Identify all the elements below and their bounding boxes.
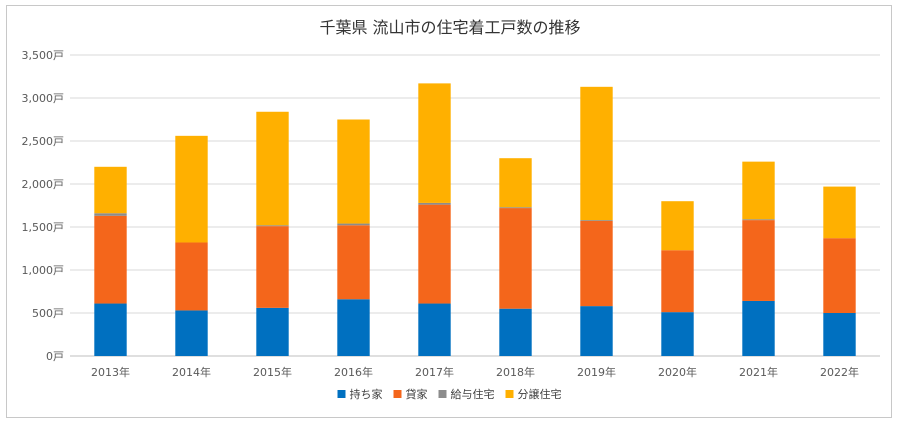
x-tick-label: 2020年 (658, 365, 697, 379)
bars (94, 83, 856, 356)
y-axis-ticks: 0戸 500戸 1,000戸 1,500戸 2,000戸 2,500戸 3,000戸 3,50… (22, 49, 65, 363)
bar-segment (175, 242, 208, 311)
legend-label: 持ち家 (350, 387, 383, 401)
y-tick-label: 2,500戸 (22, 135, 65, 148)
bar-segment (175, 135, 208, 243)
x-tick-label: 2019年 (577, 365, 616, 379)
bar-segment (337, 225, 370, 300)
legend-label: 給与住宅 (451, 387, 495, 401)
y-tick-label: 500戸 (32, 307, 64, 320)
y-tick-label: 1,000戸 (22, 264, 65, 277)
y-tick-label: 3,000戸 (22, 92, 65, 105)
bar-segment (661, 201, 694, 251)
legend-label: 分譲住宅 (518, 387, 562, 401)
legend-label: 貸家 (406, 387, 428, 401)
bar-segment (337, 223, 370, 226)
bar-segment (256, 111, 289, 226)
x-tick-label: 2016年 (334, 365, 373, 379)
bar-segment (742, 220, 775, 301)
bar-segment (823, 186, 856, 239)
legend-swatch (337, 390, 346, 398)
x-tick-label: 2017年 (415, 365, 454, 379)
x-tick-label: 2018年 (496, 365, 535, 379)
bar-segment (661, 312, 694, 356)
chart-title: 千葉県 流山市の住宅着工戸数の推移 (319, 18, 580, 37)
bar-segment (418, 83, 451, 203)
legend-swatch (438, 390, 447, 398)
legend-swatch (505, 390, 514, 398)
bar-segment (94, 303, 127, 356)
bar-segment (742, 161, 775, 220)
bar-segment (418, 204, 451, 304)
x-tick-label: 2014年 (172, 365, 211, 379)
bar-segment (256, 226, 289, 308)
x-tick-label: 2013年 (91, 365, 130, 379)
bar-segment (94, 166, 127, 214)
bar-segment (94, 213, 127, 216)
legend: 持ち家 貸家 給与住宅 分譲住宅 (337, 387, 562, 401)
y-tick-label: 0戸 (46, 350, 64, 363)
bar-segment (256, 307, 289, 356)
bar-segment (175, 310, 208, 356)
bar-segment (742, 219, 775, 221)
y-tick-label: 2,000戸 (22, 178, 65, 191)
bar-segment (742, 300, 775, 356)
bar-segment (823, 238, 856, 313)
bar-segment (661, 250, 694, 313)
bar-segment (499, 207, 532, 209)
bar-segment (580, 306, 613, 356)
bar-segment (418, 303, 451, 356)
bar-segment (337, 299, 370, 356)
x-axis-ticks: 2013年 2014年 2015年 2016年 2017年 2018年 2019年 2020年… (91, 365, 859, 379)
bar-segment (580, 220, 613, 307)
legend-swatch (393, 390, 402, 398)
bar-segment (580, 220, 613, 221)
x-tick-label: 2022年 (820, 365, 859, 379)
bar-segment (499, 208, 532, 309)
bar-segment (499, 158, 532, 208)
bar-segment (337, 119, 370, 224)
bar-segment (256, 225, 289, 227)
bar-segment (499, 308, 532, 356)
bar-segment (580, 86, 613, 221)
x-tick-label: 2015年 (253, 365, 292, 379)
bar-segment (418, 202, 451, 205)
bar-segment (823, 313, 856, 356)
y-tick-label: 3,500戸 (22, 49, 65, 62)
y-tick-label: 1,500戸 (22, 221, 65, 234)
bar-segment (94, 215, 127, 304)
x-tick-label: 2021年 (739, 365, 778, 379)
